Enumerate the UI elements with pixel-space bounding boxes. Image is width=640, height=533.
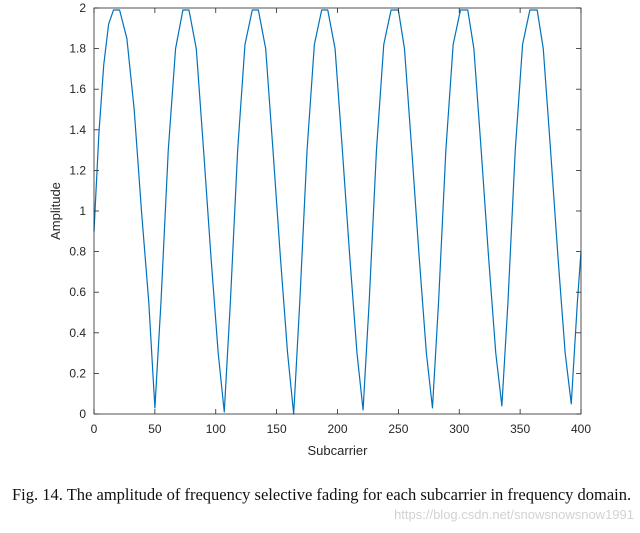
y-tick-label: 0.2 bbox=[69, 366, 86, 380]
amplitude-chart: 0 50 100 150 200 250 300 350 400 0 0.2 0.4 0.6 0.8 1 1.… bbox=[48, 1, 591, 458]
x-tick-label: 0 bbox=[91, 422, 98, 436]
y-tick-label: 0.6 bbox=[69, 285, 86, 299]
data-layer bbox=[93, 9, 582, 415]
x-tick-label: 50 bbox=[148, 422, 162, 436]
x-tick-label: 250 bbox=[388, 422, 408, 436]
y-tick-label: 1.4 bbox=[69, 123, 86, 137]
x-tick-label: 200 bbox=[327, 422, 347, 436]
y-tick-label: 0.8 bbox=[69, 245, 86, 259]
y-tick-label: 1.8 bbox=[69, 42, 86, 56]
plot-background bbox=[94, 8, 581, 414]
y-tick-label: 2 bbox=[79, 1, 86, 15]
chart-area: 0 50 100 150 200 250 300 350 400 0 0.2 0.4 0.6 0.8 1 1.… bbox=[48, 1, 591, 458]
y-tick-label: 1.2 bbox=[69, 163, 86, 177]
tick-layer: 0 50 100 150 200 250 300 350 400 0 0.2 0.4 0.6 0.8 1 1.… bbox=[69, 1, 591, 436]
series-line-1 bbox=[93, 9, 582, 415]
x-axis-title: Subcarrier bbox=[308, 443, 369, 458]
x-tick-label: 150 bbox=[267, 422, 287, 436]
x-tick-label: 300 bbox=[449, 422, 469, 436]
y-axis-title: Amplitude bbox=[48, 182, 63, 240]
x-tick-label: 400 bbox=[571, 422, 591, 436]
y-tick-label: 1.6 bbox=[69, 82, 86, 96]
y-tick-label: 0.4 bbox=[69, 326, 86, 340]
watermark-text: https://blog.csdn.net/snowsnowsnow1991 bbox=[394, 507, 634, 522]
figure-caption: Fig. 14. The amplitude of frequency sele… bbox=[12, 485, 632, 504]
x-tick-label: 350 bbox=[510, 422, 530, 436]
y-tick-label: 0 bbox=[79, 407, 86, 421]
y-tick-label: 1 bbox=[79, 204, 86, 218]
x-tick-label: 100 bbox=[206, 422, 226, 436]
